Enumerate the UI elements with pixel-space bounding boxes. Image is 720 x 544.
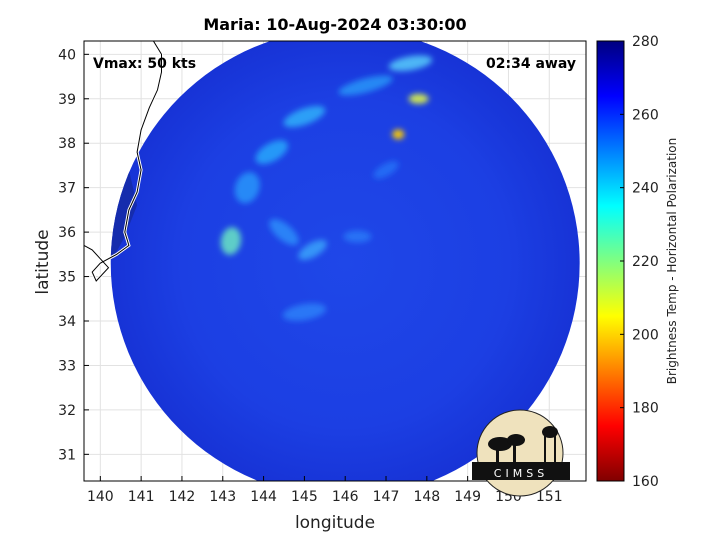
x-tick-label: 149 [454,489,481,505]
cloud-band [298,239,327,260]
x-tick-label: 141 [128,489,155,505]
cloud-band [220,227,242,255]
cloud-band [388,55,433,72]
x-tick-label: 148 [413,489,440,505]
colorbar-tick-label: 260 [632,107,659,123]
y-tick-label: 33 [58,358,76,374]
cloud-band [408,93,429,104]
observation-swath [110,41,580,481]
colorbar-tick-label: 160 [632,474,659,490]
x-tick-label: 147 [373,489,400,505]
y-tick-label: 38 [58,136,76,152]
y-axis-label: latitude [33,229,53,294]
chart-title: Maria: 10-Aug-2024 03:30:00 [203,15,466,34]
colorbar-tick-label: 240 [632,181,659,197]
colorbar-gradient [596,40,625,482]
y-tick-label: 37 [58,181,76,197]
rain-bands [220,55,433,321]
y-tick-label: 32 [58,403,76,419]
cloud-band [343,230,372,243]
vmax-annotation: Vmax: 50 kts [93,56,196,72]
plot-frame [83,40,587,482]
y-tick-label: 35 [58,270,76,286]
logo-text: CIMSS [494,467,548,480]
colorbar-ticks: 160 180 200 220 240 260 280 [620,34,659,490]
cloud-band [282,303,327,321]
x-tick-label: 140 [87,489,114,505]
x-tick-label: 143 [209,489,236,505]
y-tick-label: 34 [58,314,76,330]
x-axis-label: longitude [295,513,375,533]
y-tick-label: 31 [58,447,76,463]
x-tick-label: 144 [250,489,277,505]
cloud-band [373,161,399,179]
y-tick-label: 36 [58,225,76,241]
cloud-band [338,75,393,96]
colorbar-label: Brightness Temp - Horizontal Polarizatio… [665,138,679,385]
cimss-logo: CIMSS [472,409,570,497]
x-tick-label: 146 [332,489,359,505]
x-tick-label: 145 [291,489,318,505]
colorbar-tick-label: 180 [632,401,659,417]
cloud-band [283,105,326,128]
y-tick-label: 39 [58,92,76,108]
cloud-band [392,129,405,140]
colorbar-tick-label: 280 [632,34,659,50]
coastline-outline [84,41,162,282]
x-tick-label: 151 [536,489,563,505]
cloud-band [269,219,299,246]
plot-area: 140 141 142 143 144 145 146 147 148 149 150 151 313… [58,40,587,505]
cloud-band [255,140,288,165]
cloud-band [234,172,260,204]
y-axis-ticks: 31 32 33 34 35 36 37 38 39 40 [58,47,89,463]
colorbar-tick-label: 220 [632,254,659,270]
x-tick-label: 142 [169,489,196,505]
time-offset-annotation: 02:34 away [486,56,576,72]
colorbar: 160 180 200 220 240 260 280 Brightness Temp - … [596,34,679,490]
colorbar-tick-label: 200 [632,327,659,343]
y-tick-label: 40 [58,47,76,63]
